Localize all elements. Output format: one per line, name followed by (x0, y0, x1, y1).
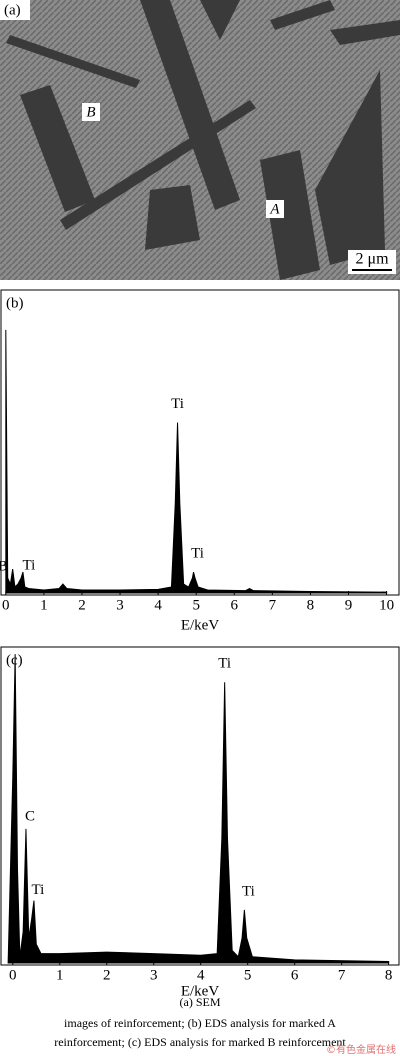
x-tick-label: 4 (197, 967, 205, 983)
x-tick-label: 6 (291, 967, 299, 983)
watermark: ©有色金属在线 (326, 1043, 396, 1056)
spectrum (5, 329, 388, 594)
marker-box (266, 200, 284, 218)
caption: (a) SEM (180, 995, 221, 1009)
x-tick-label: 3 (150, 967, 158, 983)
marker-box (82, 103, 100, 121)
plot-frame (0, 289, 400, 596)
x-tick-label: 8 (307, 597, 315, 613)
peak-label: Ti (191, 546, 204, 562)
peak-label: B (0, 559, 8, 575)
peak-label: Ti (242, 883, 255, 899)
peak-label: Ti (171, 396, 184, 412)
x-tick-label: 7 (269, 597, 277, 613)
panel-label: (a) (4, 2, 21, 18)
x-tick-label: 9 (345, 597, 353, 613)
panel-label: (b) (6, 295, 24, 311)
x-tick-label: 5 (192, 597, 200, 613)
panel-label: (c) (6, 652, 23, 668)
x-axis-label: E/keV (181, 617, 219, 633)
x-tick-label: 7 (338, 967, 346, 983)
x-tick-label: 0 (9, 967, 17, 983)
x-tick-label: 2 (103, 967, 111, 983)
x-tick-label: 6 (231, 597, 239, 613)
x-tick-label: 10 (379, 597, 394, 613)
peak-label: Ti (218, 656, 231, 672)
x-tick-label: 2 (78, 597, 86, 613)
x-tick-label: 1 (56, 967, 64, 983)
x-tick-label: 0 (2, 597, 10, 613)
peak-label: Ti (23, 558, 36, 574)
x-tick-label: 4 (154, 597, 162, 613)
x-tick-label: 5 (244, 967, 252, 983)
x-tick-label: 1 (40, 597, 48, 613)
peak-label: C (25, 808, 35, 824)
x-axis-label: E/keV (181, 983, 219, 999)
label-box (0, 0, 30, 20)
marker: B (86, 104, 95, 120)
peak-label: Ti (32, 882, 45, 898)
scale-label: 2 μm (355, 251, 389, 268)
caption: images of reinforcement; (b) EDS analysi… (64, 1016, 336, 1030)
spectrum (7, 654, 390, 964)
plot-frame (0, 646, 400, 966)
caption: reinforcement; (c) EDS analysis for mark… (54, 1035, 346, 1049)
x-tick-label: 3 (116, 597, 124, 613)
marker: A (269, 201, 280, 217)
sem-crystals (6, 0, 400, 280)
sem-image: (a) B A 2 μm (0, 0, 400, 280)
x-tick-label: 8 (385, 967, 393, 983)
